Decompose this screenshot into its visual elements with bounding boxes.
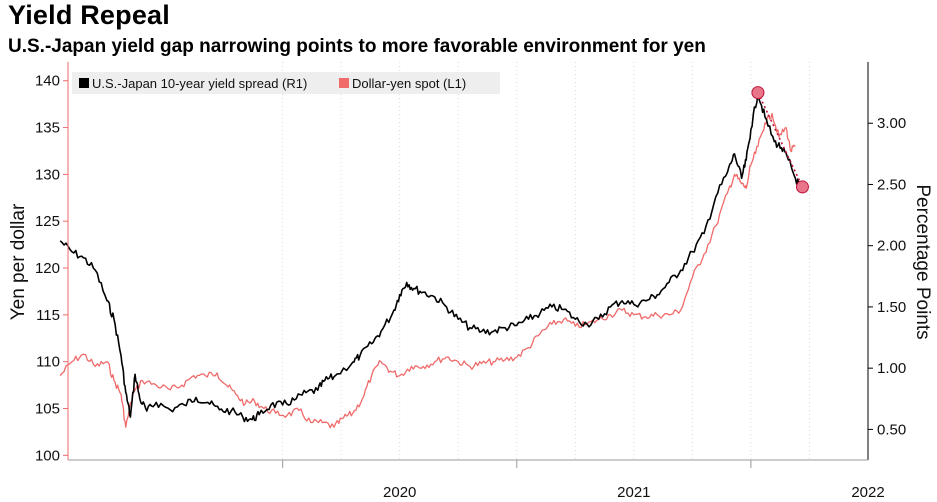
right-tick-label: 2.50 bbox=[877, 176, 906, 193]
right-tick-label: 1.00 bbox=[877, 360, 906, 377]
left-tick-label: 130 bbox=[35, 166, 60, 183]
right-tick-label: 2.00 bbox=[877, 238, 906, 255]
left-tick-label: 110 bbox=[36, 354, 60, 371]
spread-line bbox=[59, 91, 804, 423]
left-tick-label: 125 bbox=[35, 213, 60, 230]
left-tick-label: 140 bbox=[35, 73, 60, 90]
legend-background bbox=[72, 72, 500, 94]
yen-series bbox=[59, 112, 796, 429]
legend: U.S.-Japan 10-year yield spread (R1) Dol… bbox=[72, 72, 500, 94]
yen-line bbox=[59, 112, 796, 429]
left-tick-label: 135 bbox=[35, 120, 60, 137]
left-tick-label: 105 bbox=[35, 400, 60, 417]
chart-title: Yield Repeal bbox=[8, 0, 170, 30]
trend-start-marker bbox=[751, 86, 765, 100]
left-tick-label: 115 bbox=[36, 307, 60, 324]
left-tick-label: 120 bbox=[35, 260, 60, 277]
left-axis-label: Yen per dollar bbox=[8, 203, 29, 320]
right-axis-label: Percentage Points bbox=[912, 184, 933, 339]
legend-swatch-yen bbox=[339, 78, 349, 88]
trend-end-marker bbox=[795, 180, 809, 194]
chart-subtitle: U.S.-Japan yield gap narrowing points to… bbox=[8, 36, 706, 57]
x-tick-label: 2020 bbox=[383, 484, 416, 501]
right-tick-label: 1.50 bbox=[877, 299, 906, 316]
trend-line bbox=[757, 92, 804, 188]
trend-annotation bbox=[751, 86, 809, 194]
right-tick-label: 3.00 bbox=[877, 115, 906, 132]
x-tick-label: 2021 bbox=[617, 484, 650, 501]
legend-swatch-spread bbox=[79, 78, 89, 88]
legend-label-spread: U.S.-Japan 10-year yield spread (R1) bbox=[92, 76, 307, 91]
spread-series bbox=[59, 91, 804, 423]
axes: 100 105 110 115 120 125 130 135 140 0.50 1.00 1.50 2… bbox=[35, 62, 906, 501]
right-tick-label: 0.50 bbox=[877, 421, 906, 438]
left-tick-label: 100 bbox=[35, 447, 60, 464]
x-tick-label: 2022 bbox=[851, 484, 884, 501]
legend-label-yen: Dollar-yen spot (L1) bbox=[352, 76, 466, 91]
